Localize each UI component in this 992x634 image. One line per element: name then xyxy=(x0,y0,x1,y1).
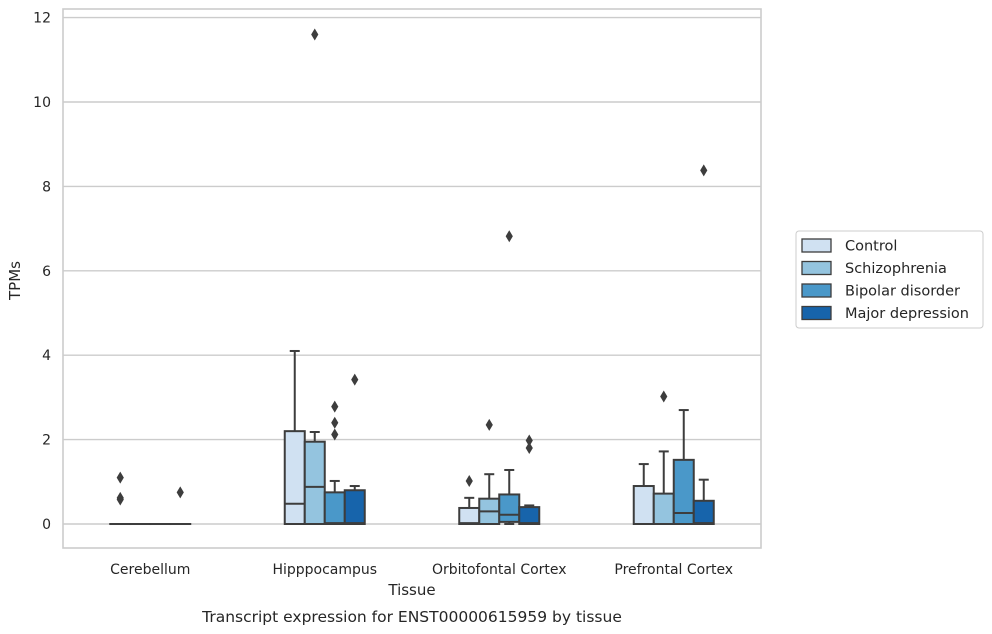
box xyxy=(343,373,366,525)
legend-label: Schizophrenia xyxy=(845,261,947,277)
y-axis-ticks: 0 2 4 6 8 10 12 xyxy=(33,11,51,533)
y-axis-label: TPMs xyxy=(6,261,24,301)
outlier-point xyxy=(351,373,359,386)
plot-frame xyxy=(62,8,762,549)
legend-swatch xyxy=(801,238,832,253)
outlier-point xyxy=(505,230,513,243)
box xyxy=(458,474,481,525)
legend-item: Bipolar disorder xyxy=(801,283,960,300)
box xyxy=(283,349,306,525)
series-control xyxy=(109,349,655,526)
box-body xyxy=(283,430,306,525)
y-tick-label: 10 xyxy=(33,95,51,111)
x-tick-label: Cerebellum xyxy=(110,562,190,578)
chart-caption: Transcript expression for ENST0000061595… xyxy=(201,608,622,626)
x-axis-label: Tissue xyxy=(387,581,435,599)
outlier-point xyxy=(660,390,668,403)
x-tick-label: Prefrontal Cortex xyxy=(614,562,733,578)
outlier-point xyxy=(116,493,124,506)
y-tick-label: 0 xyxy=(42,517,51,533)
outlier-point xyxy=(331,428,339,441)
legend-swatch xyxy=(801,305,832,321)
y-tick-label: 2 xyxy=(42,433,51,449)
legend-item: Schizophrenia xyxy=(801,260,947,277)
box-series xyxy=(109,28,715,526)
box-body xyxy=(323,491,346,526)
box-body xyxy=(672,458,695,525)
legend-label: Bipolar disorder xyxy=(845,284,960,300)
legend-swatch xyxy=(801,283,832,298)
box-body xyxy=(632,485,655,525)
outlier-point xyxy=(700,164,708,177)
series-bipolar-disorder xyxy=(149,230,695,526)
legend-swatch xyxy=(801,260,832,276)
box-body xyxy=(692,499,715,526)
x-tick-label: Orbitofontal Cortex xyxy=(432,562,567,578)
box xyxy=(303,28,326,525)
y-tick-label: 6 xyxy=(42,264,51,280)
x-tick-label: Hipppocampus xyxy=(272,562,377,578)
box-body xyxy=(343,489,366,525)
box-body xyxy=(458,506,481,525)
box xyxy=(323,400,346,526)
y-tick-label: 12 xyxy=(33,11,51,27)
box xyxy=(478,418,501,525)
box xyxy=(169,486,192,526)
outlier-point xyxy=(465,474,473,487)
series-major-depression xyxy=(169,164,715,526)
box-body xyxy=(303,440,326,525)
box-body xyxy=(652,492,675,525)
y-tick-label: 4 xyxy=(42,348,51,364)
outlier-point xyxy=(331,416,339,429)
legend-frame xyxy=(795,230,984,329)
legend: Control Schizophrenia Bipolar disorder Majo… xyxy=(795,230,984,329)
outlier-point xyxy=(311,28,319,41)
x-axis-ticks: Cerebellum Hipppocampus Orbitofontal Corte… xyxy=(110,562,733,578)
legend-item: Control xyxy=(801,238,897,255)
outlier-point xyxy=(331,400,339,413)
y-tick-label: 8 xyxy=(42,179,51,195)
legend-label: Control xyxy=(845,239,897,255)
box xyxy=(652,390,675,525)
outlier-point xyxy=(525,434,533,447)
series-schizophrenia xyxy=(129,28,675,526)
box-body xyxy=(498,493,521,523)
outlier-point xyxy=(525,442,533,455)
box xyxy=(518,434,541,525)
outlier-point xyxy=(176,486,184,499)
box xyxy=(692,164,715,526)
legend-label: Major depression xyxy=(845,306,969,322)
box xyxy=(672,409,695,525)
outlier-point xyxy=(116,471,124,484)
outlier-point xyxy=(485,418,493,431)
box-body xyxy=(518,506,541,525)
legend-item: Major depression xyxy=(801,305,969,322)
